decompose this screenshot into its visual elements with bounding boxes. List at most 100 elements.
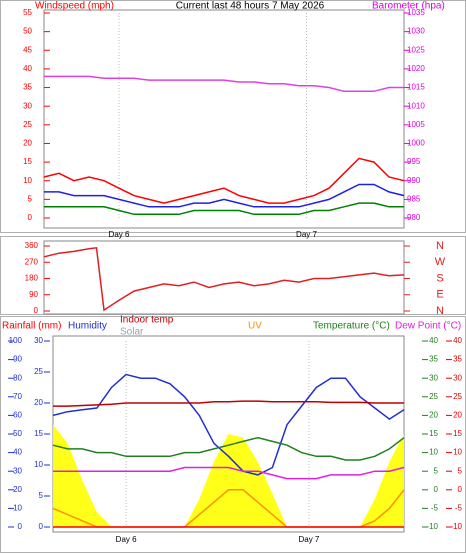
y-tick-label: 30 — [23, 101, 32, 110]
y3-tick-label: 15 — [429, 429, 438, 438]
y-tick-label: 10 — [13, 504, 22, 513]
y3-tick-label: 25 — [429, 392, 438, 401]
y2-tick-label: 980 — [407, 213, 421, 222]
x-tick-label: Day 6 — [109, 230, 130, 239]
y-tick-label: 40 — [13, 448, 22, 457]
y2-tick-label: 25 — [34, 367, 43, 376]
y2-tick-label: 990 — [407, 176, 421, 185]
y-tick-label: 30 — [13, 466, 22, 475]
y-tick-label: 70 — [13, 392, 22, 401]
y-tick-label: 20 — [13, 485, 22, 494]
y3-tick-label: 35 — [429, 355, 438, 364]
y2-tick-label: 5 — [39, 491, 44, 500]
y-tick-label: 0 — [28, 213, 33, 222]
y-tick-label: 90 — [29, 290, 38, 299]
x-tick-label: Day 7 — [298, 535, 319, 544]
y-tick-label: 55 — [23, 8, 32, 17]
y2-tick-label: 15 — [34, 429, 43, 438]
y2-tick-label: 1030 — [407, 27, 425, 36]
y4-tick-label: -5 — [455, 504, 463, 513]
y4-tick-label: 20 — [453, 411, 462, 420]
y-tick-label: 270 — [25, 257, 39, 266]
y4-tick-label: -10 — [450, 522, 462, 531]
y-tick-label: 0 — [34, 306, 39, 315]
legend-entry: Temperature (°C) — [313, 321, 390, 332]
y-tick-label: 5 — [28, 194, 33, 203]
y2-tick-label: S — [436, 272, 443, 284]
y3-tick-label: 20 — [429, 411, 438, 420]
y4-tick-label: 15 — [453, 429, 462, 438]
y-tick-label: 50 — [23, 27, 32, 36]
y2-tick-label: 1005 — [407, 120, 425, 129]
y3-tick-label: 5 — [434, 466, 439, 475]
y4-tick-label: 25 — [453, 392, 462, 401]
series-line — [53, 400, 404, 407]
x-tick-label: Day 7 — [296, 230, 317, 239]
y2-tick-label: N — [436, 305, 444, 317]
y2-tick-label: E — [436, 289, 443, 301]
y2-tick-label: N — [436, 240, 444, 252]
y2-tick-label: 995 — [407, 157, 421, 166]
legend-entry: Solar — [120, 327, 144, 338]
y2-tick-label: 30 — [34, 336, 43, 345]
legend-entry: UV — [248, 321, 262, 332]
y-axis-label: Windspeed (mph) — [35, 1, 114, 12]
series-line — [44, 183, 405, 208]
y2-axis-label: Barometer (hpa) — [372, 1, 445, 12]
series-line — [43, 246, 405, 312]
y2-tick-label: 1000 — [407, 139, 425, 148]
y3-tick-label: -5 — [431, 504, 439, 513]
y-tick-label: 100 — [9, 336, 23, 345]
y2-tick-label: 1010 — [407, 101, 425, 110]
y-tick-label: 80 — [13, 373, 22, 382]
y-tick-label: 45 — [23, 45, 32, 54]
series-line — [52, 373, 405, 476]
y4-tick-label: 5 — [458, 466, 463, 475]
y-tick-label: 10 — [23, 176, 32, 185]
x-tick-label: Day 6 — [116, 535, 137, 544]
y-tick-label: 180 — [25, 274, 39, 283]
y4-tick-label: 35 — [453, 355, 462, 364]
y2-tick-label: 1025 — [407, 45, 425, 54]
series-area — [53, 424, 404, 527]
plot-area — [43, 240, 405, 315]
y-tick-label: 35 — [23, 83, 32, 92]
y3-tick-label: -10 — [426, 522, 438, 531]
y3-tick-label: 10 — [429, 448, 438, 457]
y-tick-label: 60 — [13, 411, 22, 420]
series-line — [44, 202, 404, 216]
series-line — [44, 75, 404, 93]
y2-tick-label: 985 — [407, 194, 421, 203]
y-tick-label: 25 — [23, 120, 32, 129]
y2-tick-label: 1035 — [407, 8, 425, 17]
y4-tick-label: 30 — [453, 373, 462, 382]
y-tick-label: 40 — [23, 64, 32, 73]
y3-tick-label: 40 — [429, 336, 438, 345]
y4-tick-label: 10 — [453, 448, 462, 457]
y2-tick-label: 20 — [34, 398, 43, 407]
y2-tick-label: 10 — [34, 460, 43, 469]
y3-tick-label: 30 — [429, 373, 438, 382]
y-tick-label: 50 — [13, 429, 22, 438]
series-line — [52, 436, 405, 461]
y-tick-label: 0 — [18, 522, 23, 531]
y2-tick-label: W — [435, 256, 446, 268]
y-tick-label: 360 — [25, 241, 39, 250]
legend-entry: Dew Point (°C) — [395, 321, 461, 332]
y-tick-label: 20 — [23, 139, 32, 148]
series-line — [53, 466, 405, 480]
y2-tick-label: 0 — [39, 522, 44, 531]
y-tick-label: 90 — [13, 355, 22, 364]
y2-tick-label: 1020 — [407, 64, 425, 73]
legend-entry: Rainfall (mm) — [2, 321, 61, 332]
y4-tick-label: 40 — [453, 336, 462, 345]
legend-entry: Humidity — [68, 321, 107, 332]
chart-title: Current last 48 hours 7 May 2026 — [176, 1, 325, 12]
y4-tick-label: 0 — [458, 485, 463, 494]
legend-entry: Indoor temp — [120, 315, 174, 326]
y-tick-label: 15 — [23, 157, 32, 166]
y2-tick-label: 1015 — [407, 83, 425, 92]
series-line — [43, 157, 405, 204]
